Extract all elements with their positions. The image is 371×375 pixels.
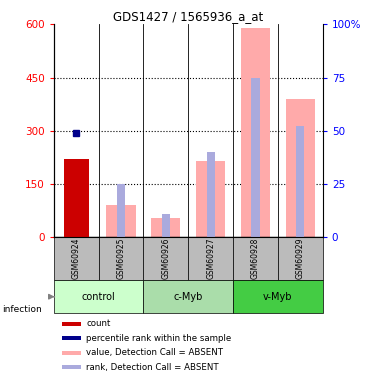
Bar [117, 184, 125, 237]
Bar [241, 28, 270, 237]
Text: count: count [86, 320, 111, 328]
Bar [188, 237, 233, 280]
Text: percentile rank within the sample: percentile rank within the sample [86, 334, 232, 343]
Text: infection: infection [2, 305, 42, 314]
Text: GSM60924: GSM60924 [72, 238, 81, 279]
Text: value, Detection Call = ABSENT: value, Detection Call = ABSENT [86, 348, 223, 357]
Title: GDS1427 / 1565936_a_at: GDS1427 / 1565936_a_at [113, 10, 263, 23]
Bar [62, 336, 81, 340]
Bar [64, 159, 89, 237]
Bar [144, 237, 188, 280]
Text: rank, Detection Call = ABSENT: rank, Detection Call = ABSENT [86, 363, 219, 372]
Text: GSM60926: GSM60926 [161, 238, 170, 279]
Bar [278, 237, 323, 280]
Text: GSM60925: GSM60925 [116, 238, 125, 279]
Bar [151, 218, 180, 237]
Text: c-Myb: c-Myb [174, 292, 203, 302]
Bar [54, 237, 99, 280]
Bar [252, 78, 260, 237]
Text: control: control [82, 292, 115, 302]
Bar [99, 237, 144, 280]
Bar [106, 206, 136, 237]
Bar [162, 214, 170, 237]
Bar [144, 280, 233, 314]
Bar [62, 351, 81, 355]
Bar [207, 152, 215, 237]
Text: GSM60928: GSM60928 [251, 238, 260, 279]
Bar [196, 161, 225, 237]
Bar [233, 237, 278, 280]
Bar [286, 99, 315, 237]
Bar [62, 322, 81, 326]
Bar [233, 280, 323, 314]
Bar [54, 280, 144, 314]
Bar [296, 126, 304, 237]
Text: v-Myb: v-Myb [263, 292, 293, 302]
Text: GSM60929: GSM60929 [296, 238, 305, 279]
Text: GSM60927: GSM60927 [206, 238, 215, 279]
Bar [62, 365, 81, 369]
